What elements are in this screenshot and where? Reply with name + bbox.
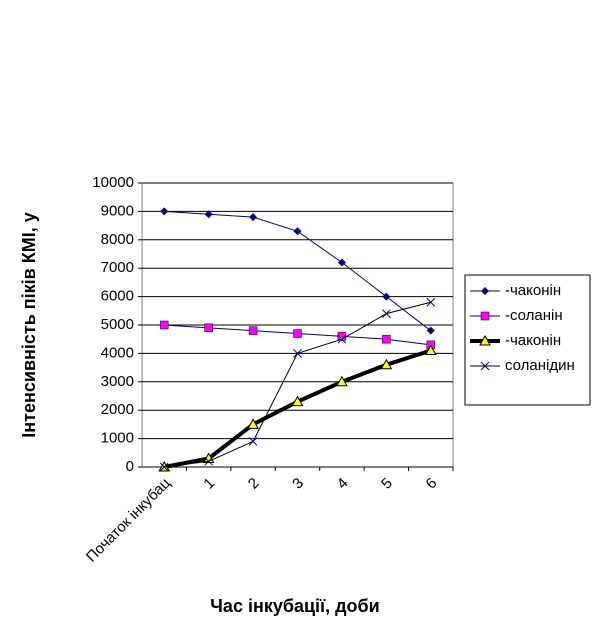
point <box>337 258 346 267</box>
x-tick-label: 5 <box>378 475 396 493</box>
point <box>293 227 302 236</box>
legend-marker <box>481 287 489 295</box>
x-tick-label: 2 <box>245 475 263 493</box>
point <box>336 375 348 387</box>
x-tick-label: 6 <box>422 475 440 493</box>
legend-marker <box>480 311 490 321</box>
point <box>382 334 391 344</box>
y-tick-label: 4000 <box>101 344 134 361</box>
y-axis-title: Інтенсивність піків КМІ, у <box>19 212 39 437</box>
point <box>249 213 258 222</box>
y-tick-label: 1000 <box>101 430 134 447</box>
x-tick-label: 3 <box>289 475 307 493</box>
point <box>248 326 258 335</box>
point <box>204 456 213 466</box>
y-tick-label: 3000 <box>101 373 134 390</box>
y-tick-label: 2000 <box>101 401 134 418</box>
point <box>382 292 391 301</box>
x-axis-title: Час інкубації, доби <box>210 596 379 616</box>
point <box>291 395 304 407</box>
point <box>248 437 258 446</box>
legend-label: -соланін <box>505 307 563 324</box>
point <box>204 323 213 333</box>
y-tick-label: 7000 <box>101 259 134 276</box>
point <box>426 297 436 307</box>
legend-label: -чаконін <box>505 282 561 299</box>
y-tick-label: 0 <box>126 458 134 475</box>
legend-label: соланідин <box>505 357 575 374</box>
point <box>160 207 169 216</box>
point <box>204 210 213 219</box>
y-tick-label: 10000 <box>92 174 134 191</box>
y-tick-label: 5000 <box>101 316 134 333</box>
point <box>159 320 169 330</box>
legend-label: -чаконін <box>505 332 561 349</box>
point <box>380 358 393 370</box>
point <box>337 334 347 344</box>
x-tick-label: 1 <box>200 475 218 493</box>
x-tick-label: 4 <box>334 475 352 493</box>
legend-marker <box>480 361 490 371</box>
point <box>293 329 302 338</box>
point <box>426 326 435 335</box>
y-tick-label: 8000 <box>101 231 134 248</box>
legend-marker <box>479 334 491 346</box>
point <box>424 344 437 356</box>
x-tick-label: Початок інкубац <box>83 474 174 565</box>
y-tick-label: 9000 <box>101 202 134 219</box>
point <box>159 462 169 472</box>
point <box>293 349 302 358</box>
point <box>382 309 391 318</box>
y-tick-label: 6000 <box>101 288 134 305</box>
point <box>247 418 259 429</box>
